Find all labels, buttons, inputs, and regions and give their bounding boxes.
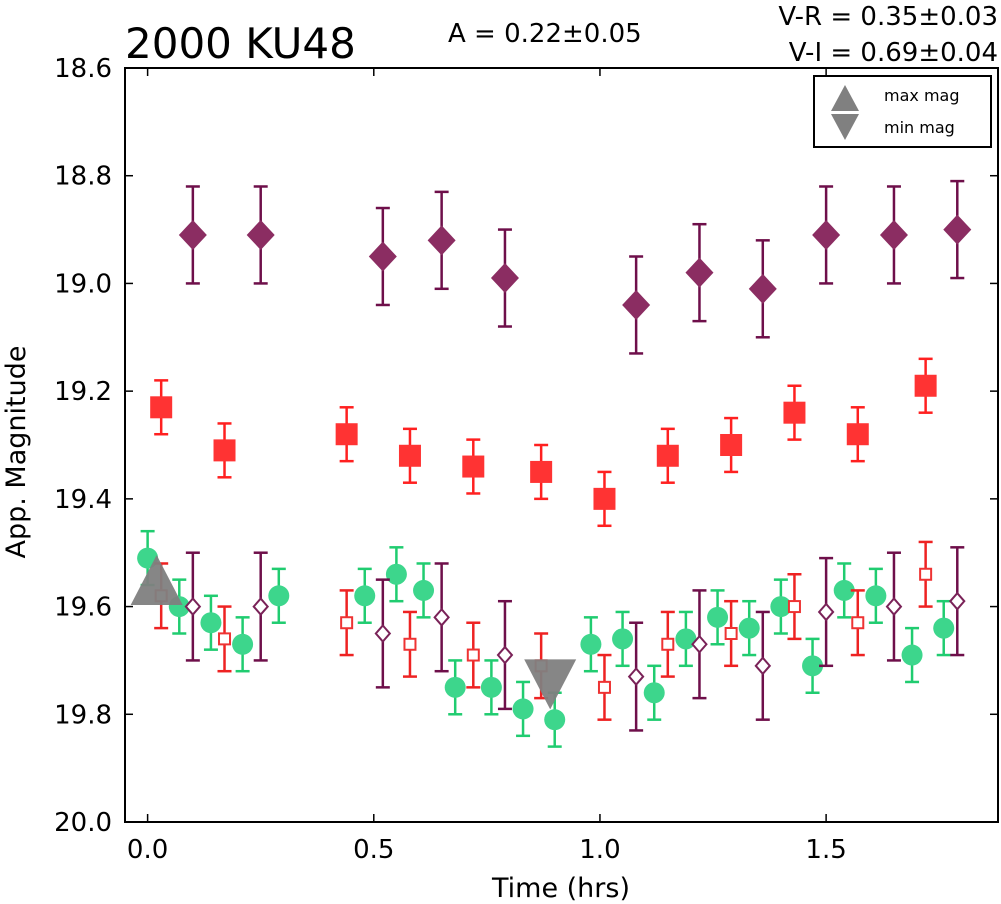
open-diamond-point [252, 597, 270, 617]
x-tick-label: 0.5 [353, 835, 394, 865]
y-tick-label: 19.6 [54, 593, 112, 623]
y-tick-label: 20.0 [54, 808, 112, 838]
circle-point [643, 682, 665, 704]
open-diamond-point [691, 634, 708, 654]
max-mag-marker [130, 555, 183, 606]
diamond-point [427, 225, 456, 256]
legend-max-mag-marker [831, 85, 859, 111]
circle-point [770, 596, 792, 618]
circle-point [354, 585, 376, 607]
square-point [398, 444, 421, 467]
x-tick-label: 0.0 [127, 835, 168, 865]
square-point [462, 455, 485, 478]
diamond-point [368, 241, 397, 272]
v-r-annotation: V-R = 0.35±0.03 [778, 2, 998, 32]
diamond-point [685, 257, 714, 288]
min-mag-marker [524, 659, 577, 710]
y-tick-label: 19.8 [54, 700, 112, 730]
open-diamond-point [948, 591, 966, 611]
plot-frame [124, 67, 999, 823]
open-square-point [724, 627, 738, 640]
open-square-point [597, 680, 611, 694]
open-diamond-point [433, 607, 450, 627]
diamond-point [622, 289, 651, 320]
y-tick-label: 19.2 [54, 377, 112, 407]
y-tick-label: 19.4 [54, 485, 112, 515]
open-diamond-point [496, 645, 514, 665]
square-point [720, 434, 743, 456]
circle-point [268, 585, 290, 607]
open-square-point [661, 637, 675, 651]
circle-point [833, 579, 855, 601]
open-diamond-point [754, 656, 772, 676]
v-i-annotation: V-I = 0.69±0.04 [789, 38, 998, 68]
circle-point [738, 617, 760, 639]
amplitude-annotation: A = 0.22±0.05 [448, 19, 642, 49]
open-square-point [403, 637, 417, 651]
circle-point [802, 655, 824, 677]
square-point [656, 444, 679, 467]
axis-ticks: 0.0 0.5 1.0 1.5 18.6 18.8 19.0 19.2 19.4 19.6 19.8… [54, 54, 998, 865]
square-point [335, 423, 358, 446]
square-point [846, 423, 869, 446]
legend-label-min-mag: min mag [884, 118, 955, 137]
circle-point [544, 709, 566, 731]
circle-point [612, 628, 634, 650]
open-square-point [340, 616, 354, 630]
square-point [783, 401, 806, 424]
x-tick-label: 1.5 [805, 835, 846, 865]
diamond-point [490, 263, 519, 294]
y-tick-label: 19.0 [54, 269, 112, 299]
diamond-point [943, 214, 972, 245]
open-square-point [851, 616, 865, 630]
square-point [150, 396, 173, 419]
chart-title: 2000 KU48 [125, 19, 356, 68]
square-point [593, 487, 616, 510]
x-axis-label: Time (hrs) [491, 873, 630, 904]
diamond-point [748, 273, 777, 304]
open-square-point [466, 648, 480, 662]
legend: max mag min mag [813, 75, 992, 148]
circle-point [675, 628, 697, 650]
circle-point [200, 612, 222, 634]
x-tick-label: 1.0 [579, 835, 620, 865]
circle-point [232, 633, 254, 655]
circle-point [580, 633, 602, 655]
square-point [530, 460, 553, 483]
square-point [213, 439, 236, 462]
circle-point [480, 676, 502, 698]
circle-point [707, 606, 729, 628]
legend-min-mag-marker [831, 114, 859, 140]
open-diamond-point [184, 597, 202, 617]
open-diamond-point [817, 602, 835, 622]
open-square-point [218, 632, 232, 646]
diamond-point [178, 219, 207, 250]
diamond-point [812, 219, 841, 250]
open-square-point [787, 600, 801, 614]
circle-point [933, 617, 955, 639]
circle-point [865, 585, 887, 607]
open-diamond-point [374, 623, 392, 644]
open-diamond-point [885, 597, 903, 617]
y-tick-label: 18.6 [54, 54, 112, 84]
plot-marks [130, 179, 972, 748]
open-square-point [919, 567, 933, 581]
circle-point [413, 579, 435, 601]
diamond-point [879, 219, 908, 250]
circle-point [512, 698, 534, 720]
circle-point [444, 676, 466, 698]
y-tick-label: 18.8 [54, 162, 112, 192]
open-diamond-point [627, 667, 645, 687]
y-axis-label: App. Magnitude [1, 346, 32, 559]
circle-point [901, 644, 923, 666]
legend-label-max-mag: max mag [884, 86, 960, 105]
square-point [914, 374, 937, 397]
diamond-point [246, 219, 275, 250]
circle-point [385, 563, 407, 585]
